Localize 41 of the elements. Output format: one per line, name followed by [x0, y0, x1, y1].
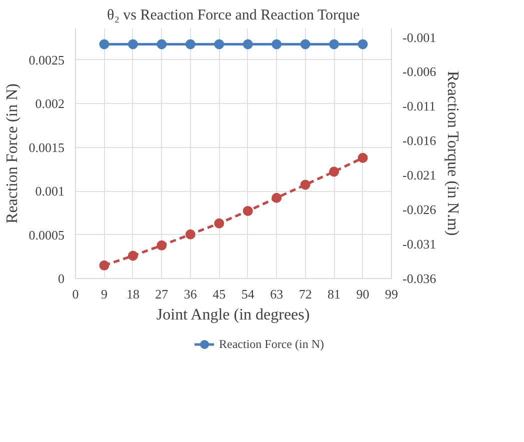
y-tick-label: 0: [58, 271, 64, 286]
y2-tick-label: -0.016: [402, 133, 437, 148]
point: [358, 152, 368, 163]
x-tick-label: 45: [212, 286, 226, 302]
x-tick-label: 99: [385, 286, 398, 302]
point: [156, 240, 167, 250]
point: [272, 192, 282, 203]
point: [99, 260, 110, 270]
y2-tick-label: -0.001: [402, 30, 436, 45]
y2-axis-title: Reaction Torque (in N.m): [444, 70, 462, 236]
y2-tick-label: -0.026: [402, 202, 437, 218]
x-tick-label: 27: [155, 286, 169, 302]
x-tick-label: 72: [298, 286, 312, 302]
y2-tick-label: -0.011: [402, 98, 436, 114]
y-tick-label: 0.0025: [28, 52, 64, 68]
y-tick-label: 0.002: [35, 96, 64, 112]
chart-title: θ₂ vs Reaction Force and Reaction Torque: [107, 8, 360, 24]
y2-tick-label: -0.031: [402, 236, 436, 252]
y2-tick-label: -0.021: [402, 168, 436, 183]
y-tick-label: 0.0005: [28, 227, 64, 242]
x-tick-label: 81: [328, 286, 341, 302]
point: [329, 166, 340, 177]
y-tick-label: 0.0015: [28, 140, 64, 155]
legend-label: Reaction Force (in N): [219, 336, 324, 352]
x-tick-label: 36: [184, 286, 198, 302]
x-tick-label: 9: [100, 286, 108, 302]
point: [300, 180, 310, 190]
point: [128, 250, 138, 261]
x-tick-label: 63: [270, 286, 284, 302]
y-axis-title: Reaction Force (in N): [4, 84, 21, 224]
x-tick-label: 54: [241, 286, 255, 302]
y2-tick-label: -0.036: [402, 271, 437, 286]
point: [185, 229, 196, 240]
point: [214, 218, 224, 228]
x-tick-label: 90: [356, 286, 370, 302]
y-tick-label: 0.001: [35, 184, 64, 199]
y2-tick-label: -0.006: [402, 64, 437, 80]
point: [242, 206, 253, 216]
x-axis-title: Joint Angle (in degrees): [156, 306, 310, 324]
x-tick-label: 18: [126, 286, 140, 302]
x-tick-label: 0: [72, 286, 79, 302]
